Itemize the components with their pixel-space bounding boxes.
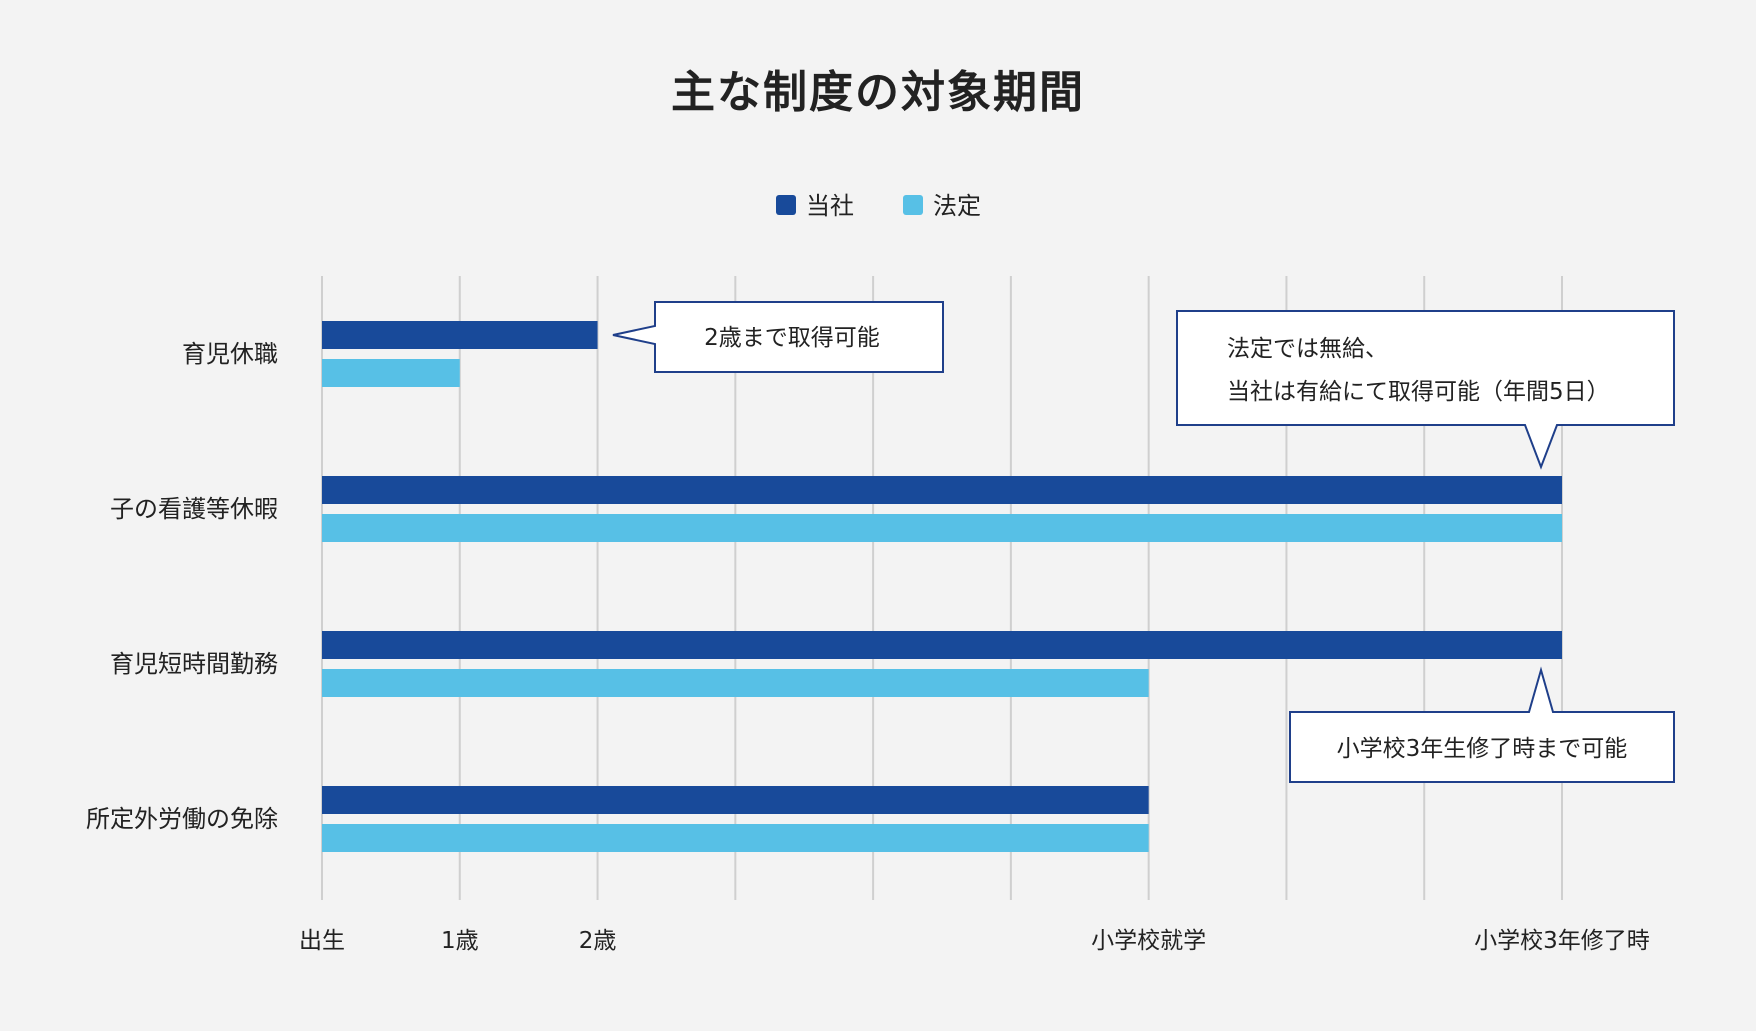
- category-label: 所定外労働の免除: [86, 805, 278, 833]
- legend-label-company: 当社: [806, 192, 854, 220]
- bar-statutory: [322, 669, 1149, 697]
- callout-text-line-2: 当社は有給にて取得可能（年間5日）: [1227, 379, 1610, 405]
- callout-box: [1176, 310, 1675, 470]
- callout-text-line-1: 法定では無給、: [1227, 336, 1388, 362]
- bar-company: [322, 786, 1149, 814]
- x-tick-label: 出生: [299, 928, 345, 954]
- callout-box: [1289, 666, 1675, 783]
- bar-company: [322, 476, 1562, 504]
- callout-box: [612, 301, 944, 373]
- category-label: 子の看護等休暇: [110, 495, 278, 523]
- x-tick-label: 小学校3年修了時: [1474, 928, 1650, 954]
- callout-nursing-leave: 法定では無給、 当社は有給にて取得可能（年間5日）: [1176, 310, 1675, 470]
- tick-labels: 出生 1歳 2歳 小学校就学 小学校3年修了時: [299, 928, 1650, 954]
- bar-statutory: [322, 514, 1562, 542]
- callout-childcare-leave: 2歳まで取得可能: [612, 301, 944, 373]
- legend-label-statutory: 法定: [933, 192, 981, 220]
- callout-text: 小学校3年生修了時まで可能: [1337, 736, 1628, 762]
- bar-statutory: [322, 359, 460, 387]
- callout-short-hours: 小学校3年生修了時まで可能: [1289, 666, 1675, 783]
- x-tick-label: 1歳: [441, 928, 479, 954]
- legend: 当社 法定: [776, 192, 981, 220]
- category-label: 育児休職: [182, 340, 278, 368]
- x-tick-label: 小学校就学: [1091, 928, 1206, 954]
- bars: [322, 321, 1562, 852]
- x-tick-label: 2歳: [579, 928, 617, 954]
- chart-title: 主な制度の対象期間: [671, 67, 1085, 118]
- bar-statutory: [322, 824, 1149, 852]
- bar-company: [322, 631, 1562, 659]
- legend-swatch-statutory: [903, 195, 923, 215]
- bar-company: [322, 321, 598, 349]
- callout-text: 2歳まで取得可能: [704, 325, 880, 351]
- legend-swatch-company: [776, 195, 796, 215]
- category-label: 育児短時間勤務: [110, 650, 278, 678]
